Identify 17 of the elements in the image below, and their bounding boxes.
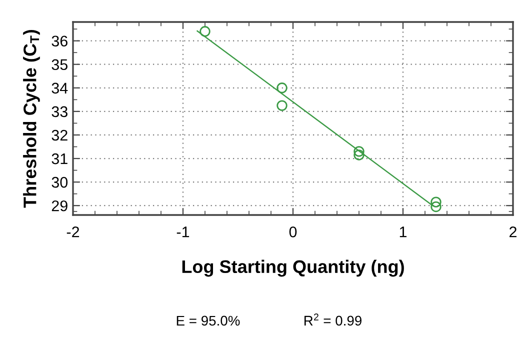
x-tick-label: 0 [289, 226, 297, 238]
y-tick-label: 29 [52, 200, 68, 212]
y-tick-label: 30 [52, 176, 68, 188]
x-axis-title: Log Starting Quantity (ng) [182, 260, 404, 277]
text: R$^{2}$ = 0.99 [304, 314, 362, 326]
y-tick-label: 32 [52, 130, 68, 141]
x-tick-label: 1 [400, 226, 407, 238]
y-axis-title: Threshold Cycle (C$_{T}$) [23, 30, 40, 208]
y-tick-label: 31 [52, 153, 68, 164]
y-tick-label: 33 [52, 106, 68, 118]
x-tick-label: -1 [176, 226, 190, 238]
x-tick-label: 2 [510, 226, 516, 238]
x-tick-label: -2 [66, 226, 80, 238]
text: E = 95.0% [176, 316, 240, 326]
y-tick-label: 35 [52, 59, 68, 70]
y-tick-label: 36 [52, 36, 68, 47]
y-tick-label: 34 [52, 82, 68, 94]
